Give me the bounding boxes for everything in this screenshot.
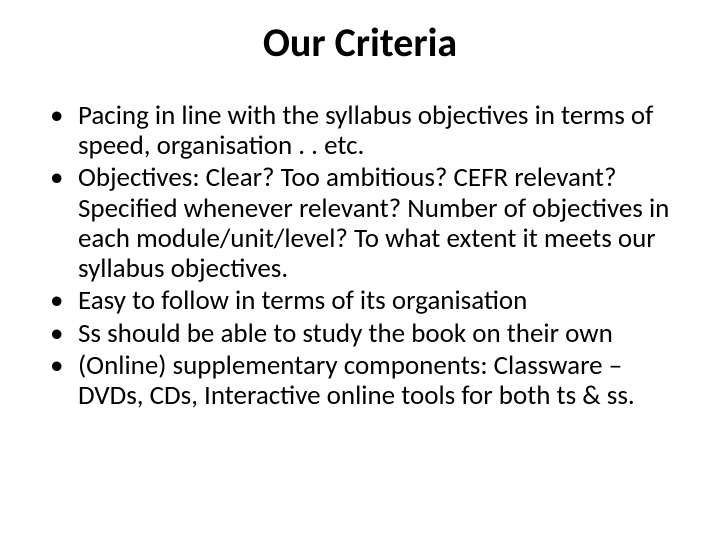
slide-title: Our Criteria — [40, 18, 680, 67]
bullet-list: Pacing in line with the syllabus objecti… — [40, 101, 680, 411]
list-item: Ss should be able to study the book on t… — [50, 319, 680, 349]
list-item: (Online) supplementary components: Class… — [50, 351, 680, 411]
list-item: Pacing in line with the syllabus objecti… — [50, 101, 680, 161]
slide: Our Criteria Pacing in line with the syl… — [0, 0, 720, 540]
list-item: Objectives: Clear? Too ambitious? CEFR r… — [50, 163, 680, 284]
list-item: Easy to follow in terms of its organisat… — [50, 286, 680, 316]
